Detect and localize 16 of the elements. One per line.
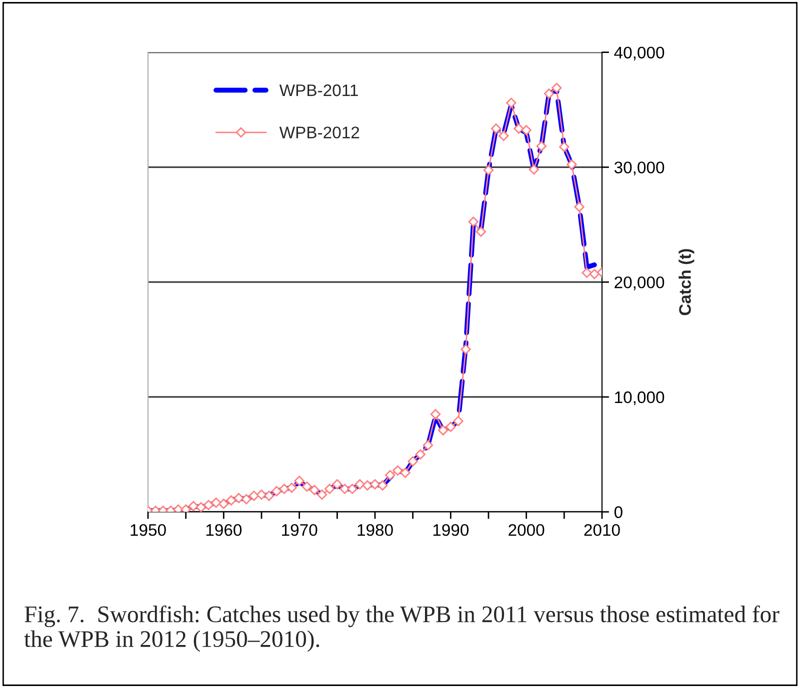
x-tick-label: 2000 <box>508 524 544 536</box>
x-tick-label: 1980 <box>358 524 393 536</box>
y-axis-title: Catch (t) <box>678 249 694 316</box>
y-tick-label: 30,000 <box>614 162 664 176</box>
legend-label: WPB-2011 <box>279 84 358 96</box>
legend-label: WPB-2012 <box>279 126 360 138</box>
y-tick-label: 10,000 <box>615 391 664 406</box>
caption: Fig. 7. Swordfish: Catches used by the WPB in 2011 versus those estimated for the WPB in 2012 (1950–2010). <box>24 605 780 652</box>
x-tick-label: 2010 <box>584 524 620 536</box>
y-tick-label: 40,000 <box>614 46 664 60</box>
x-tick-label: 1950 <box>130 524 166 536</box>
y-tick-label: 20,000 <box>614 276 664 290</box>
x-tick-label: 1990 <box>433 524 469 536</box>
x-tick-label: 1960 <box>206 524 242 536</box>
y-tick-label: 0 <box>614 506 622 518</box>
x-tick-label: 1970 <box>282 524 318 536</box>
